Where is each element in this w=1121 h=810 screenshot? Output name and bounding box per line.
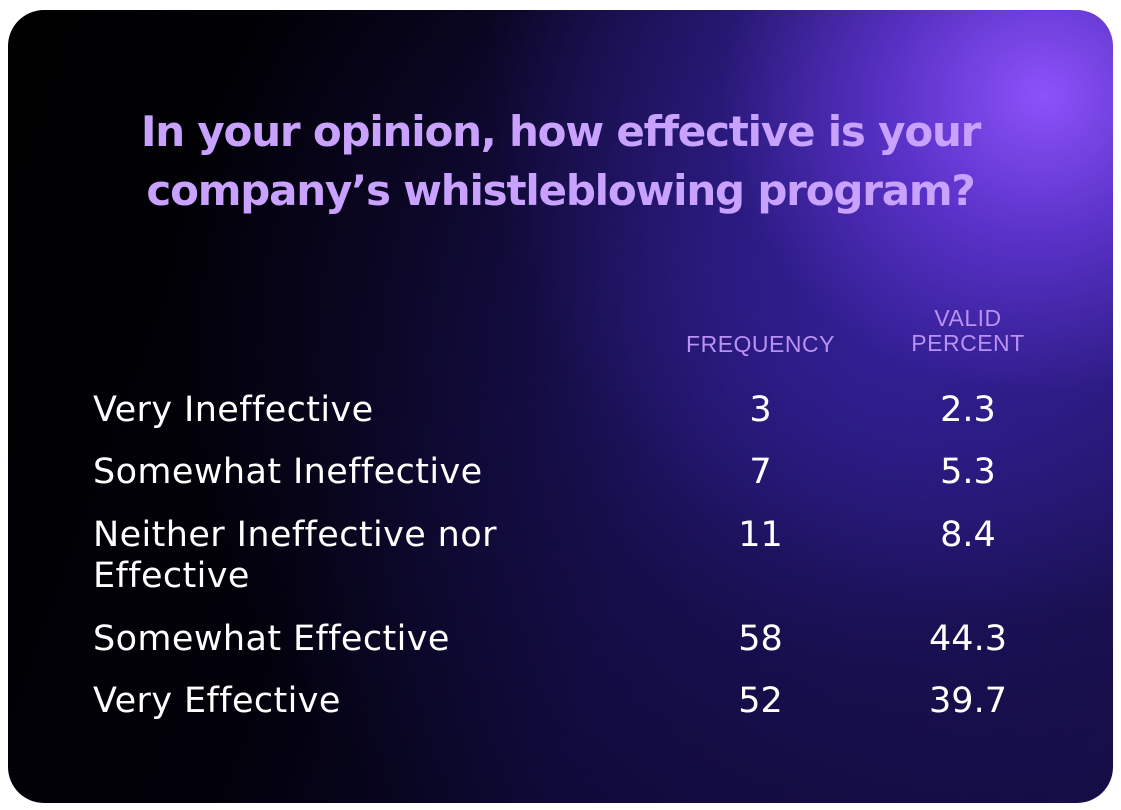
row-frequency: 3 <box>749 390 772 430</box>
row-label: Neither Ineffective nor Effective <box>93 515 497 596</box>
row-valid-percent: 5.3 <box>940 452 996 492</box>
column-header-valid-percent: VALID PERCENT <box>878 306 1058 356</box>
row-frequency: 52 <box>738 681 783 721</box>
row-label: Very Effective <box>93 681 341 721</box>
row-label: Somewhat Effective <box>93 619 450 659</box>
column-header-valid-percent-line-1: VALID <box>934 305 1002 331</box>
row-frequency: 58 <box>738 619 783 659</box>
row-valid-percent: 44.3 <box>929 619 1007 659</box>
chart-card: In your opinion, how effective is your c… <box>8 10 1113 803</box>
row-frequency: 7 <box>749 452 772 492</box>
row-label: Very Ineffective <box>93 390 374 430</box>
column-header-frequency: FREQUENCY <box>686 331 835 357</box>
row-label: Somewhat Ineffective <box>93 452 483 492</box>
row-frequency: 11 <box>738 515 783 555</box>
row-valid-percent: 39.7 <box>929 681 1007 721</box>
chart-title: In your opinion, how effective is your c… <box>140 107 982 215</box>
column-header-valid-percent-line-2: PERCENT <box>911 330 1025 356</box>
row-valid-percent: 2.3 <box>940 390 996 430</box>
row-valid-percent: 8.4 <box>940 515 996 555</box>
